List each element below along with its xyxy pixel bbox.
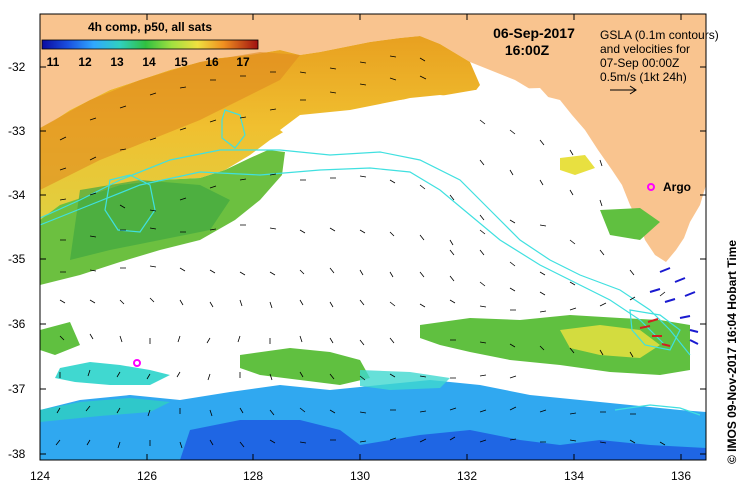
y-tick-label: -37: [8, 382, 26, 396]
land-mass: [40, 14, 706, 262]
legend-tick: 17: [236, 55, 250, 69]
x-tick-label: 128: [243, 469, 263, 483]
info-line-1: GSLA (0.1m contours): [600, 28, 719, 42]
legend-tick: 13: [110, 55, 124, 69]
info-line-4: 0.5m/s (1kt 24h): [600, 70, 687, 84]
velocity-arrows: [55, 55, 666, 449]
legend-colorbar: [41, 39, 259, 50]
legend-ticks: 11 12 13 14 15 16 17: [47, 55, 250, 69]
legend-tick: 14: [142, 55, 156, 69]
image-date: 06-Sep-2017: [493, 25, 575, 41]
y-tick-label: -32: [8, 60, 26, 74]
x-tick-label: 136: [671, 469, 691, 483]
argo-label: Argo: [663, 180, 691, 194]
x-tick-label: 126: [137, 469, 157, 483]
legend-title: 4h comp, p50, all sats: [88, 20, 212, 34]
x-tick-label: 132: [457, 469, 477, 483]
legend-tick: 15: [174, 55, 188, 69]
legend-tick: 12: [78, 55, 92, 69]
y-tick-label: -33: [8, 124, 26, 138]
plot-frame: [39, 13, 707, 461]
y-axis: [40, 66, 706, 455]
imos-credit: © IMOS 09-Nov-2017 16:04 Hobart Time: [725, 240, 739, 464]
x-tick-label: 134: [564, 469, 584, 483]
strong-current-arrows: [639, 267, 699, 347]
argo-float-markers: [133, 183, 655, 367]
y-tick-label: -38: [8, 447, 26, 461]
info-line-3: 07-Sep 00:00Z: [600, 56, 679, 70]
scale-arrow-icon: [610, 85, 637, 95]
x-tick-label: 124: [30, 469, 50, 483]
y-tick-label: -35: [8, 252, 26, 266]
image-time: 16:00Z: [505, 42, 550, 58]
legend-tick: 11: [47, 55, 60, 69]
x-axis: [39, 14, 682, 460]
x-tick-label: 130: [350, 469, 370, 483]
legend-tick: 16: [205, 55, 219, 69]
y-tick-label: -34: [8, 188, 26, 202]
info-line-2: and velocities for: [600, 42, 690, 56]
gsla-contours: [40, 109, 701, 416]
y-tick-label: -36: [8, 317, 26, 331]
